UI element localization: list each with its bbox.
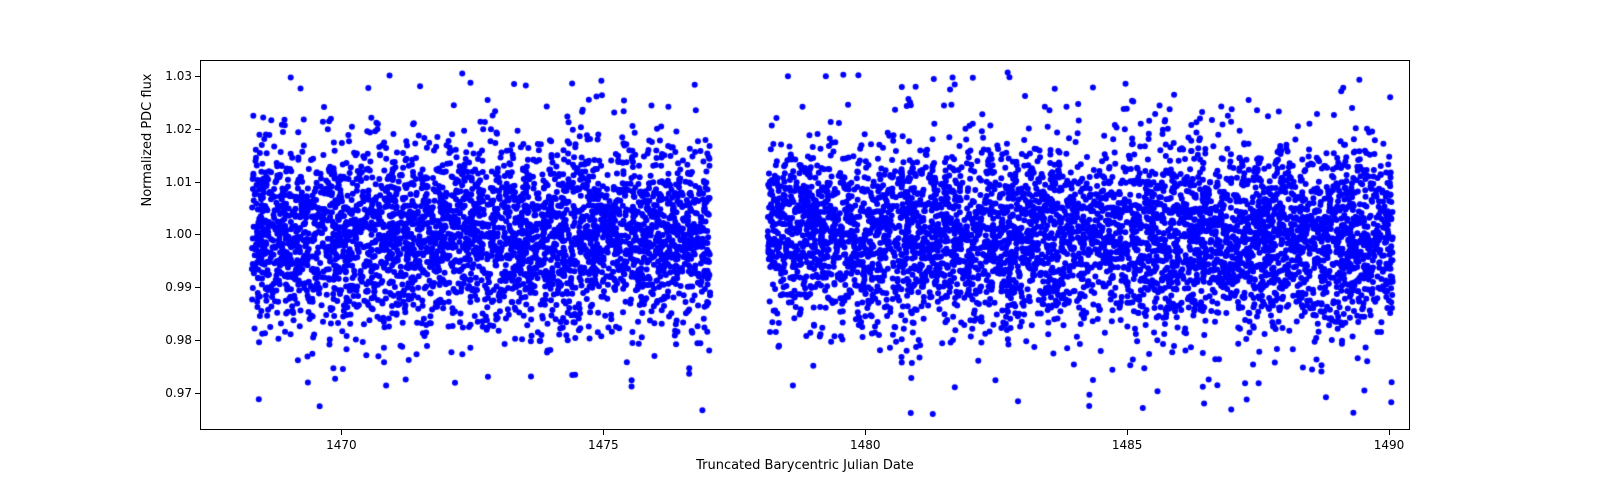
ytick-label: 0.98 (158, 333, 192, 347)
ytick-label: 1.00 (158, 227, 192, 241)
xtick-label: 1485 (1112, 438, 1143, 452)
xtick-mark (1127, 430, 1128, 435)
ytick-label: 1.02 (158, 122, 192, 136)
xtick-mark (603, 430, 604, 435)
xtick-label: 1470 (326, 438, 357, 452)
xtick-mark (865, 430, 866, 435)
ytick-mark (195, 340, 200, 341)
ytick-mark (195, 234, 200, 235)
xtick-mark (1389, 430, 1390, 435)
x-axis-label: Truncated Barycentric Julian Date (200, 458, 1410, 473)
xtick-label: 1490 (1374, 438, 1405, 452)
ytick-label: 1.01 (158, 175, 192, 189)
ytick-label: 0.99 (158, 280, 192, 294)
y-axis-label: Normalized PDC flux (140, 0, 155, 325)
ytick-mark (195, 76, 200, 77)
ytick-label: 0.97 (158, 386, 192, 400)
ytick-mark (195, 393, 200, 394)
xtick-mark (341, 430, 342, 435)
ytick-mark (195, 129, 200, 130)
scatter-points-layer (201, 61, 1411, 431)
ytick-label: 1.03 (158, 69, 192, 83)
xtick-label: 1475 (588, 438, 619, 452)
flux-scatter-chart: Truncated Barycentric Julian Date Normal… (0, 0, 1600, 500)
plot-area (200, 60, 1410, 430)
ytick-mark (195, 287, 200, 288)
ytick-mark (195, 182, 200, 183)
xtick-label: 1480 (850, 438, 881, 452)
